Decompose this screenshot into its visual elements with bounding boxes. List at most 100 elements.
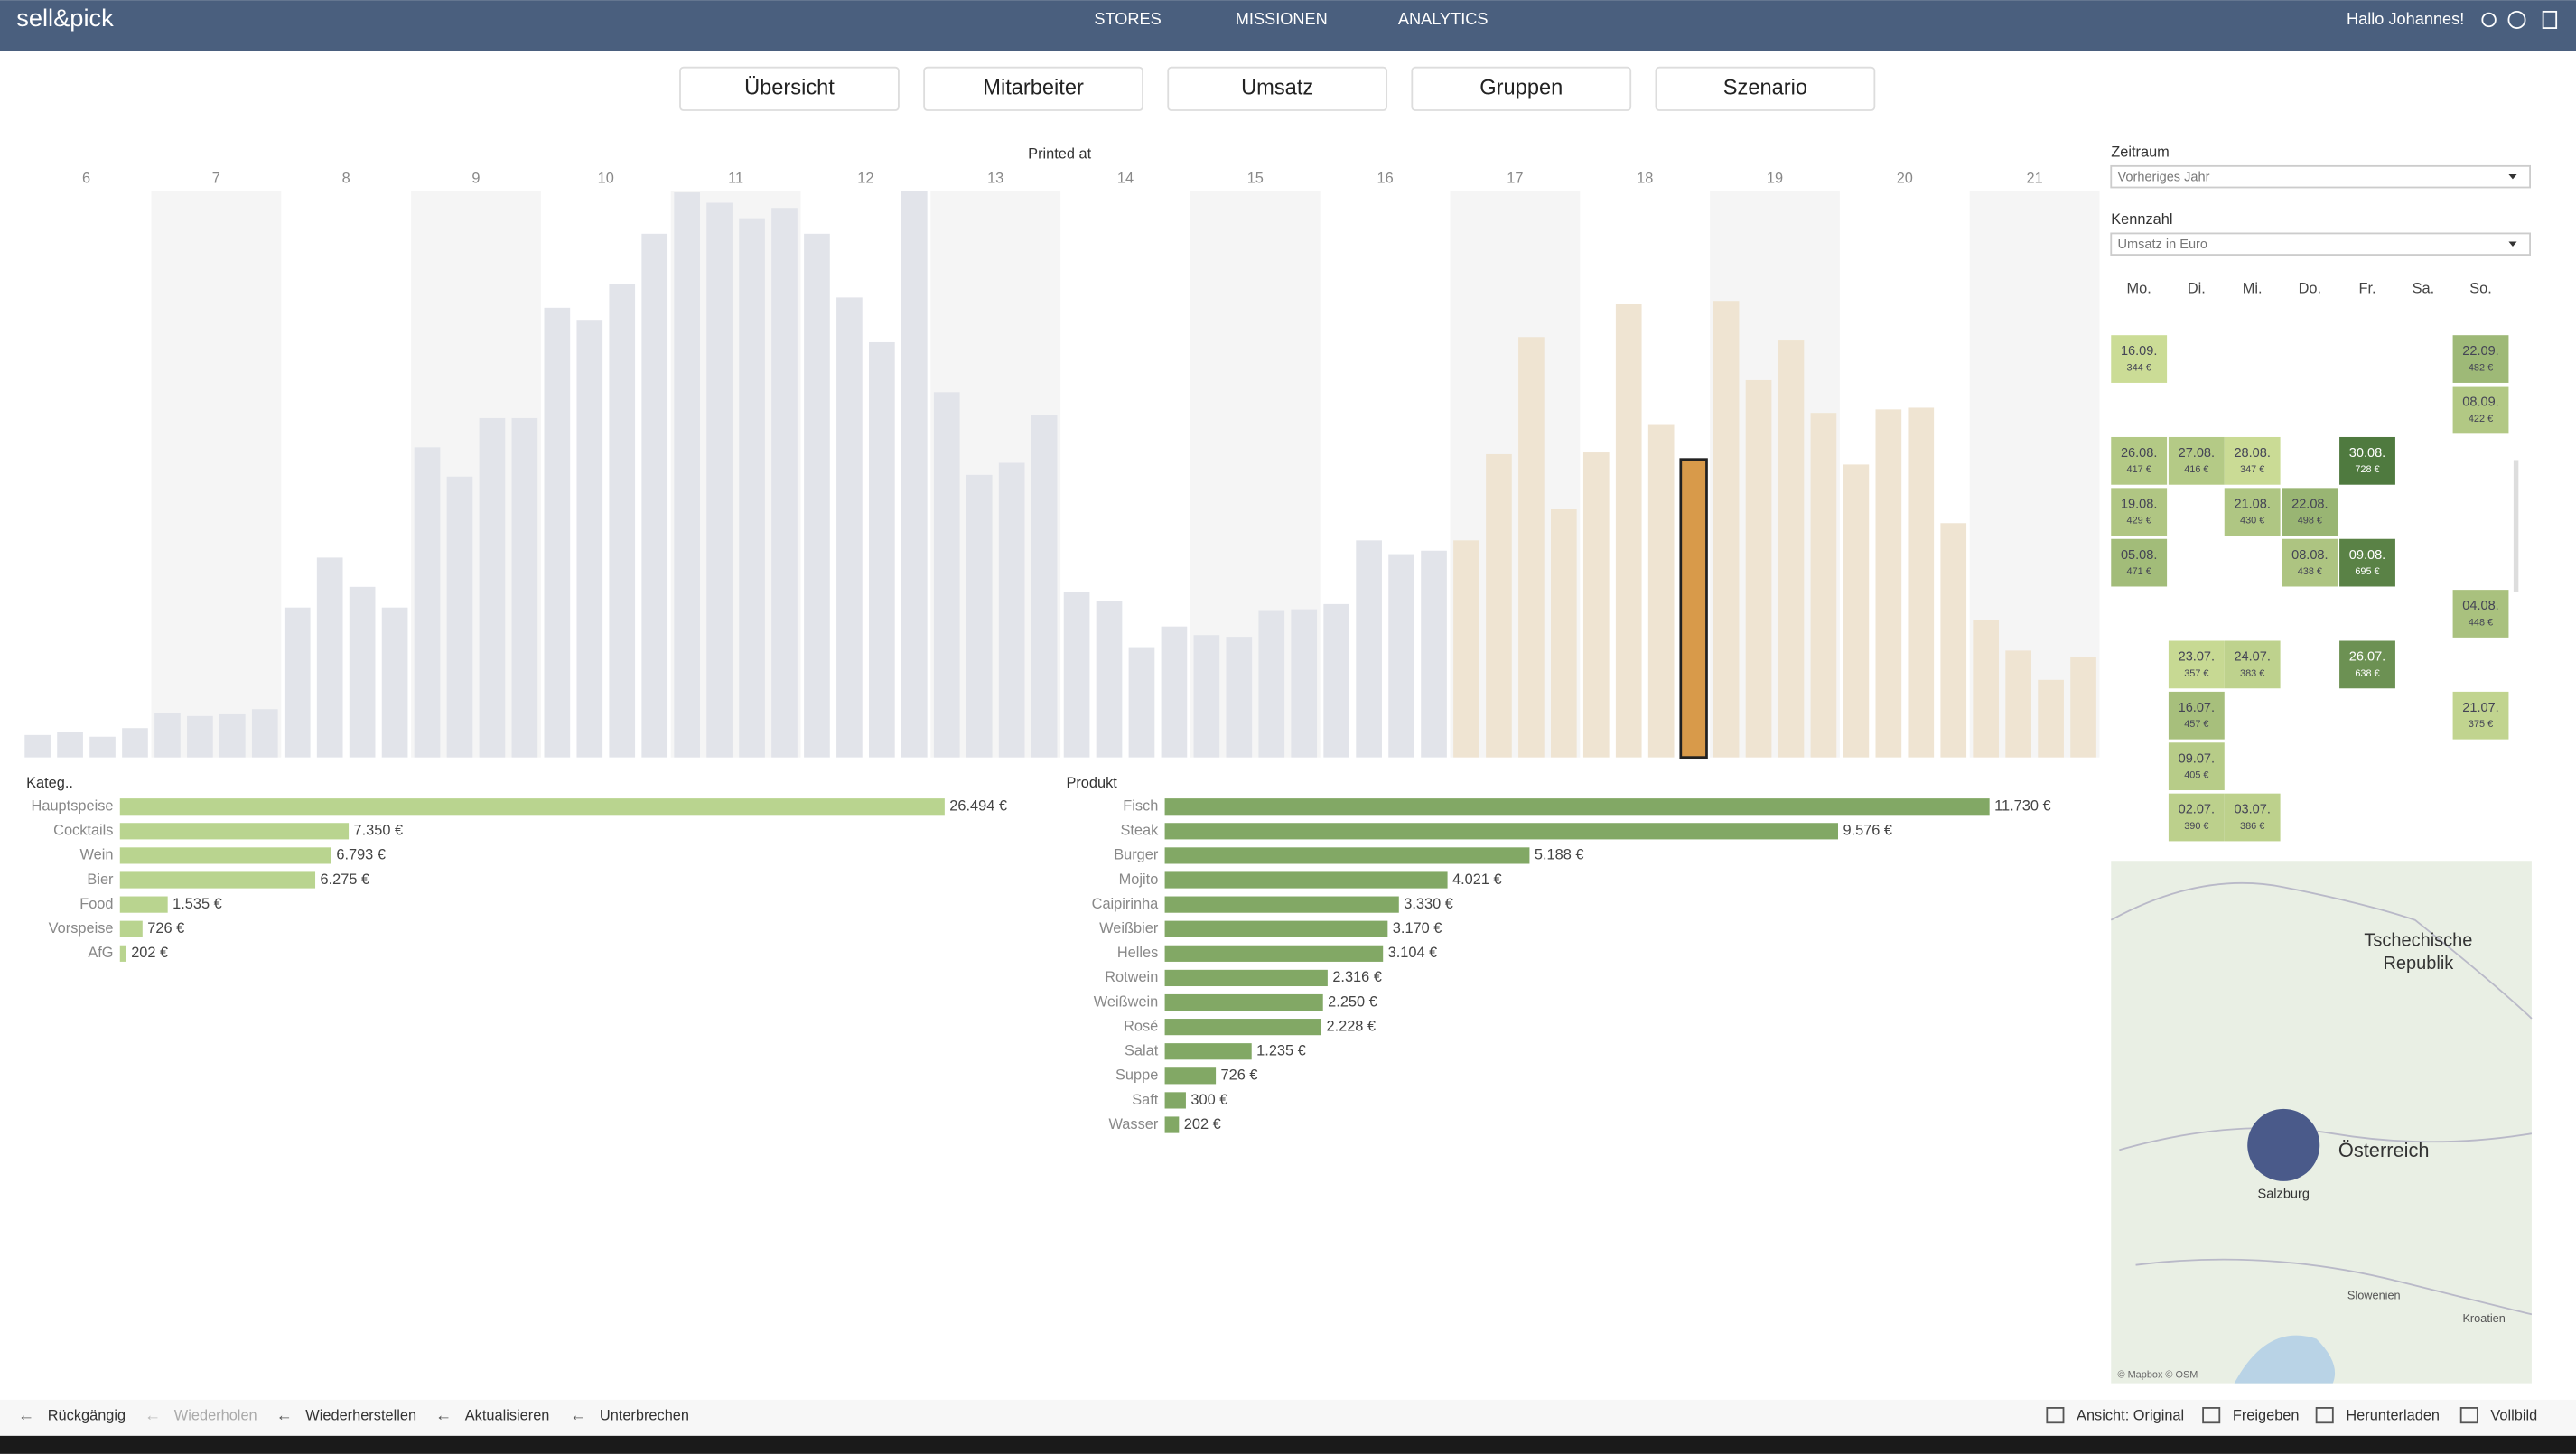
bar[interactable] — [1063, 592, 1090, 758]
calendar-cell[interactable] — [2224, 488, 2281, 536]
bar[interactable] — [706, 202, 733, 758]
bar[interactable] — [1164, 1067, 1217, 1085]
toolbar-button[interactable]: Aktualisieren — [465, 1407, 550, 1423]
calendar-cell[interactable] — [2168, 436, 2225, 485]
logout-icon[interactable] — [2542, 10, 2558, 29]
bar[interactable] — [739, 218, 765, 758]
bar[interactable] — [381, 607, 408, 758]
bar[interactable] — [479, 417, 506, 758]
bar[interactable] — [446, 476, 473, 758]
help-icon[interactable] — [2507, 10, 2526, 29]
bar[interactable] — [544, 307, 571, 758]
bar[interactable] — [1164, 945, 1384, 962]
bar[interactable] — [1164, 920, 1388, 937]
bar[interactable] — [1161, 626, 1188, 758]
tab-label[interactable]: Umsatz — [1241, 77, 1313, 100]
bar[interactable] — [1973, 620, 2000, 758]
bar[interactable] — [1164, 798, 1990, 816]
dropdown[interactable] — [2110, 232, 2531, 256]
calendar-cell[interactable] — [2168, 742, 2225, 791]
bar[interactable] — [2070, 657, 2096, 758]
bar[interactable] — [1031, 415, 1058, 758]
bar[interactable] — [609, 284, 636, 758]
bar[interactable] — [1518, 337, 1545, 758]
bar[interactable] — [1164, 1116, 1180, 1133]
map-bubble[interactable] — [2247, 1108, 2320, 1181]
bar[interactable] — [154, 713, 181, 758]
tab[interactable] — [923, 66, 1143, 111]
bar[interactable] — [576, 320, 603, 758]
bar[interactable] — [1356, 540, 1382, 758]
tab-label[interactable]: Gruppen — [1479, 77, 1563, 100]
bar[interactable] — [1193, 635, 1220, 758]
calendar-cell[interactable] — [2339, 640, 2395, 689]
nav-link[interactable]: ANALYTICS — [1398, 10, 1489, 28]
bar[interactable] — [1128, 647, 1155, 758]
dropdown-value[interactable]: Vorheriges Jahr — [2118, 170, 2210, 184]
toolbar-button[interactable]: Unterbrechen — [600, 1407, 689, 1423]
calendar-cell[interactable] — [2224, 793, 2281, 842]
bar[interactable] — [869, 341, 895, 758]
calendar-cell[interactable] — [2168, 640, 2225, 689]
bar[interactable] — [1164, 1043, 1252, 1060]
bar[interactable] — [1421, 550, 1447, 758]
nav-link[interactable]: STORES — [1094, 10, 1161, 28]
bar[interactable] — [2005, 650, 2031, 758]
bar[interactable] — [1453, 540, 1479, 758]
tab-label[interactable]: Szenario — [1723, 77, 1807, 100]
bar[interactable] — [1164, 993, 1323, 1011]
bar[interactable] — [674, 192, 700, 758]
nav-link[interactable]: MISSIONEN — [1236, 10, 1328, 28]
icon[interactable] — [2481, 12, 2497, 28]
tab[interactable] — [679, 66, 900, 111]
bar[interactable] — [89, 736, 116, 758]
calendar-cell[interactable] — [2111, 488, 2168, 536]
bar[interactable] — [1745, 379, 1772, 758]
bar[interactable] — [933, 392, 960, 758]
bar[interactable] — [119, 920, 143, 937]
bar[interactable] — [998, 462, 1025, 758]
bar[interactable] — [1164, 1019, 1322, 1036]
calendar-cell[interactable] — [2339, 538, 2395, 587]
bar[interactable] — [1164, 847, 1530, 864]
bar[interactable] — [24, 734, 51, 758]
bar[interactable] — [1647, 424, 1675, 758]
bar[interactable] — [1258, 610, 1285, 758]
calendar-cell[interactable] — [2282, 488, 2338, 536]
tab[interactable] — [1411, 66, 1632, 111]
logo[interactable]: sell&pick — [16, 4, 114, 32]
calendar-cell[interactable] — [2452, 691, 2509, 740]
bar[interactable] — [1940, 523, 1967, 758]
toolbar-button[interactable]: Ansicht: Original — [2077, 1407, 2184, 1423]
bar[interactable] — [1164, 823, 1838, 840]
bar[interactable] — [1486, 453, 1512, 758]
bar[interactable] — [966, 474, 993, 758]
bar[interactable] — [1908, 407, 1935, 758]
bar[interactable] — [1096, 601, 1123, 758]
bar[interactable] — [284, 607, 311, 758]
bar[interactable] — [119, 896, 168, 913]
bar[interactable] — [251, 709, 278, 758]
map[interactable] — [2111, 861, 2532, 1384]
bar[interactable] — [2038, 679, 2064, 758]
calendar-cell[interactable] — [2224, 436, 2281, 485]
dropdown-value[interactable]: Umsatz in Euro — [2118, 238, 2207, 252]
bar[interactable] — [1323, 603, 1350, 758]
tab-label[interactable]: Übersicht — [744, 76, 835, 100]
calendar-cell[interactable] — [2168, 793, 2225, 842]
bar[interactable] — [1875, 409, 1902, 758]
bar[interactable] — [836, 297, 863, 758]
calendar-cell[interactable] — [2452, 386, 2509, 434]
toolbar-button[interactable]: Vollbild — [2490, 1407, 2537, 1423]
calendar-cell[interactable] — [2224, 640, 2281, 689]
bar[interactable] — [1164, 969, 1328, 987]
calendar-cell[interactable] — [2111, 436, 2168, 485]
bar[interactable] — [804, 233, 830, 758]
bar[interactable] — [1291, 609, 1318, 758]
tab[interactable] — [1655, 66, 1876, 111]
bar[interactable] — [349, 586, 376, 758]
toolbar-button[interactable]: Freigeben — [2233, 1407, 2300, 1423]
calendar-cell[interactable] — [2111, 335, 2168, 383]
calendar-cell[interactable] — [2452, 590, 2509, 638]
tab-label[interactable]: Mitarbeiter — [983, 77, 1084, 100]
